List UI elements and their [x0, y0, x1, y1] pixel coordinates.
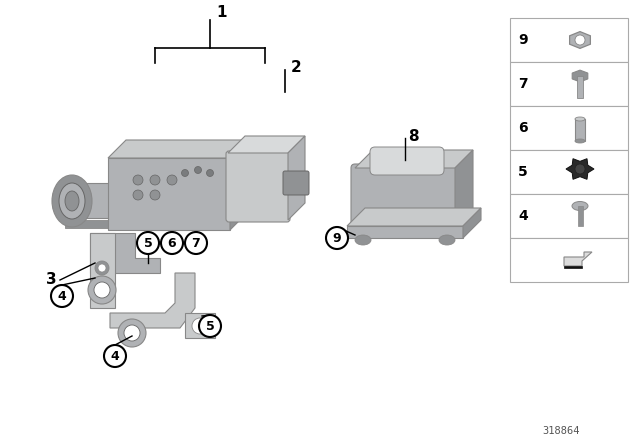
Ellipse shape: [59, 183, 85, 219]
Circle shape: [124, 325, 140, 341]
Bar: [510, 194, 628, 238]
Polygon shape: [347, 226, 463, 238]
Polygon shape: [564, 266, 582, 268]
Circle shape: [137, 232, 159, 254]
Polygon shape: [463, 208, 481, 238]
Polygon shape: [228, 153, 288, 220]
Text: 9: 9: [333, 232, 341, 245]
Text: 5: 5: [205, 319, 214, 332]
Ellipse shape: [439, 235, 455, 245]
Bar: [577, 206, 582, 226]
Polygon shape: [347, 208, 481, 226]
Polygon shape: [564, 252, 592, 266]
Text: 2: 2: [291, 60, 301, 74]
Circle shape: [199, 315, 221, 337]
Text: 6: 6: [168, 237, 176, 250]
Ellipse shape: [355, 235, 371, 245]
Text: 7: 7: [518, 77, 528, 91]
Circle shape: [94, 282, 110, 298]
Ellipse shape: [572, 202, 588, 211]
Circle shape: [150, 175, 160, 185]
FancyBboxPatch shape: [351, 164, 459, 232]
Polygon shape: [572, 70, 588, 82]
Polygon shape: [65, 220, 110, 228]
Circle shape: [326, 227, 348, 249]
Circle shape: [98, 264, 106, 272]
Polygon shape: [228, 136, 305, 153]
Text: 7: 7: [191, 237, 200, 250]
Bar: [510, 238, 628, 282]
Polygon shape: [108, 140, 248, 158]
Polygon shape: [570, 32, 590, 48]
Polygon shape: [455, 150, 473, 228]
Text: 9: 9: [518, 33, 528, 47]
Circle shape: [118, 319, 146, 347]
Circle shape: [150, 190, 160, 200]
Text: 5: 5: [518, 165, 528, 179]
Polygon shape: [566, 159, 594, 179]
Text: 3: 3: [46, 272, 57, 288]
Circle shape: [195, 167, 202, 173]
Circle shape: [161, 232, 183, 254]
Circle shape: [133, 190, 143, 200]
Bar: [510, 106, 628, 150]
Circle shape: [207, 169, 214, 177]
Circle shape: [185, 232, 207, 254]
Circle shape: [104, 345, 126, 367]
Circle shape: [88, 276, 116, 304]
Text: 4: 4: [518, 209, 528, 223]
Circle shape: [133, 175, 143, 185]
Ellipse shape: [575, 117, 585, 121]
Circle shape: [575, 164, 585, 174]
FancyBboxPatch shape: [370, 147, 444, 175]
Text: 8: 8: [408, 129, 419, 143]
Circle shape: [182, 169, 189, 177]
Polygon shape: [110, 273, 195, 328]
Text: 4: 4: [111, 349, 120, 362]
Polygon shape: [230, 140, 248, 230]
FancyBboxPatch shape: [283, 171, 309, 195]
Bar: [510, 150, 628, 194]
Polygon shape: [90, 233, 115, 308]
Polygon shape: [62, 183, 110, 218]
Bar: [577, 76, 583, 98]
Polygon shape: [185, 313, 215, 338]
Circle shape: [167, 175, 177, 185]
Circle shape: [95, 261, 109, 275]
Polygon shape: [355, 150, 473, 168]
Bar: [510, 62, 628, 106]
Bar: [510, 18, 628, 62]
Ellipse shape: [575, 139, 585, 143]
Text: 1: 1: [216, 4, 227, 20]
Text: 4: 4: [58, 289, 67, 302]
Ellipse shape: [52, 175, 92, 227]
Text: 6: 6: [518, 121, 528, 135]
Text: 318864: 318864: [543, 426, 580, 436]
Circle shape: [192, 318, 208, 334]
Ellipse shape: [65, 191, 79, 211]
Polygon shape: [288, 136, 305, 220]
Polygon shape: [90, 233, 160, 273]
FancyBboxPatch shape: [226, 151, 290, 222]
Circle shape: [575, 35, 585, 45]
Polygon shape: [108, 158, 230, 230]
Text: 5: 5: [143, 237, 152, 250]
Circle shape: [51, 285, 73, 307]
Bar: [575, 119, 585, 141]
